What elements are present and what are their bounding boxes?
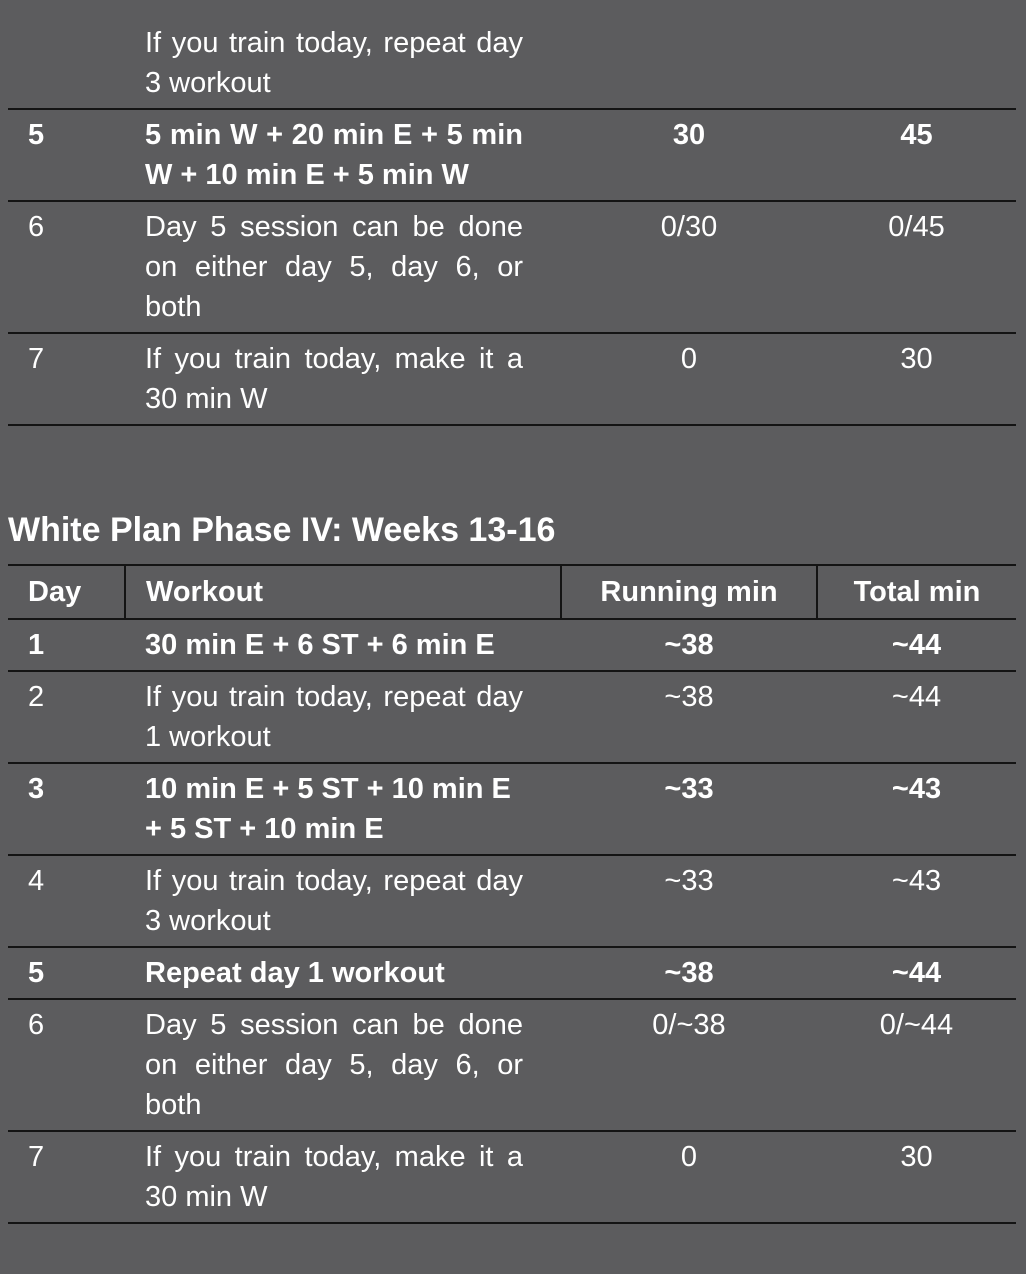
day-cell: 7 — [8, 1131, 125, 1224]
running-min-cell: 0/30 — [561, 201, 817, 334]
running-min-cell: ~38 — [561, 619, 817, 672]
day-cell: 6 — [8, 999, 125, 1132]
workout-cell: Day 5 session can be done on either day … — [125, 201, 561, 334]
running-min-cell: 0/~38 — [561, 999, 817, 1132]
workout-cell: If you train today, make it a 30 min W — [125, 333, 561, 426]
running-min-cell: 0 — [561, 333, 817, 426]
table-header-row: Day Workout Running min Total min — [8, 564, 1016, 620]
table-row: If you train today, repeat day 3 workout — [8, 18, 1016, 110]
total-min-cell: 0/45 — [817, 201, 1016, 334]
workout-cell: If you train today, make it a 30 min W — [125, 1131, 561, 1224]
running-min-cell: 0 — [561, 1131, 817, 1224]
column-header-running-min: Running min — [560, 564, 817, 620]
workout-cell: Day 5 session can be done on either day … — [125, 999, 561, 1132]
total-min-cell: 30 — [817, 333, 1016, 426]
workout-cell: 5 min W + 20 min E + 5 min W + 10 min E … — [125, 109, 561, 202]
day-cell: 2 — [8, 671, 125, 764]
table-row: 7 If you train today, make it a 30 min W… — [8, 333, 1016, 426]
workout-cell: Repeat day 1 workout — [125, 947, 561, 1000]
total-min-cell: ~44 — [817, 671, 1016, 764]
running-min-cell: 30 — [561, 109, 817, 202]
schedule-table-previous-phase: If you train today, repeat day 3 workout… — [8, 18, 1016, 426]
day-cell: 7 — [8, 333, 125, 426]
day-cell: 5 — [8, 947, 125, 1000]
day-cell — [8, 18, 125, 110]
running-min-cell: ~33 — [561, 763, 817, 856]
total-min-cell: ~44 — [817, 619, 1016, 672]
workout-cell: 30 min E + 6 ST + 6 min E — [125, 619, 561, 672]
table-row: 6 Day 5 session can be done on either da… — [8, 201, 1016, 334]
day-cell: 5 — [8, 109, 125, 202]
table-row: 4 If you train today, repeat day 3 worko… — [8, 855, 1016, 948]
column-header-workout: Workout — [124, 564, 561, 620]
section-heading: White Plan Phase IV: Weeks 13-16 — [8, 511, 556, 549]
workout-cell: If you train today, repeat day 1 workout — [125, 671, 561, 764]
running-min-cell: ~38 — [561, 671, 817, 764]
workout-cell: If you train today, repeat day 3 workout — [125, 18, 561, 110]
table-row: 1 30 min E + 6 ST + 6 min E ~38 ~44 — [8, 619, 1016, 672]
workout-cell: If you train today, repeat day 3 workout — [125, 855, 561, 948]
schedule-table-phase-4: Day Workout Running min Total min 1 30 m… — [8, 564, 1016, 1224]
total-min-cell: ~44 — [817, 947, 1016, 1000]
day-cell: 6 — [8, 201, 125, 334]
table-row: 7 If you train today, make it a 30 min W… — [8, 1131, 1016, 1224]
total-min-cell: 30 — [817, 1131, 1016, 1224]
workout-cell: 10 min E + 5 ST + 10 min E + 5 ST + 10 m… — [125, 763, 561, 856]
total-min-cell: ~43 — [817, 763, 1016, 856]
table-row: 5 Repeat day 1 workout ~38 ~44 — [8, 947, 1016, 1000]
total-min-cell: 0/~44 — [817, 999, 1016, 1132]
running-min-cell: ~33 — [561, 855, 817, 948]
running-min-cell: ~38 — [561, 947, 817, 1000]
day-cell: 1 — [8, 619, 125, 672]
running-min-cell — [561, 18, 817, 110]
table-row: 6 Day 5 session can be done on either da… — [8, 999, 1016, 1132]
total-min-cell: ~43 — [817, 855, 1016, 948]
table-row: 3 10 min E + 5 ST + 10 min E + 5 ST + 10… — [8, 763, 1016, 856]
column-header-total-min: Total min — [816, 564, 1016, 620]
day-cell: 3 — [8, 763, 125, 856]
total-min-cell: 45 — [817, 109, 1016, 202]
table-row: 2 If you train today, repeat day 1 worko… — [8, 671, 1016, 764]
day-cell: 4 — [8, 855, 125, 948]
table-row: 5 5 min W + 20 min E + 5 min W + 10 min … — [8, 109, 1016, 202]
total-min-cell — [817, 18, 1016, 110]
column-header-day: Day — [8, 564, 125, 620]
